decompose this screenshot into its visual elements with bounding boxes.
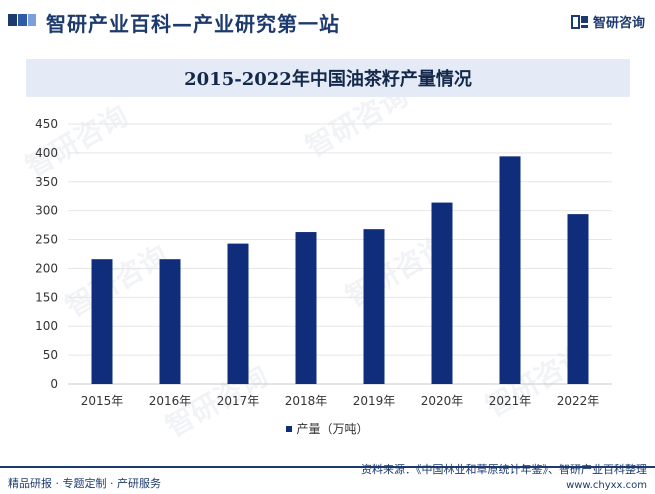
bar bbox=[363, 229, 385, 384]
x-tick-label: 2017年 bbox=[217, 394, 260, 408]
y-tick-label: 150 bbox=[35, 290, 58, 304]
brand-name: 智研咨询 bbox=[592, 16, 645, 31]
y-tick-label: 250 bbox=[35, 233, 58, 247]
y-tick-label: 200 bbox=[35, 261, 58, 275]
chart-title: 2015-2022年中国油茶籽产量情况 bbox=[184, 69, 472, 90]
bar bbox=[295, 232, 317, 384]
x-tick-label: 2018年 bbox=[285, 394, 328, 408]
bar bbox=[499, 156, 521, 384]
legend-swatch bbox=[286, 425, 293, 432]
chart-title-band: 2015-2022年中国油茶籽产量情况 bbox=[26, 59, 630, 97]
bar bbox=[567, 214, 589, 384]
x-tick-label: 2016年 bbox=[149, 394, 192, 408]
y-tick-label: 400 bbox=[35, 146, 58, 160]
x-tick-label: 2015年 bbox=[81, 394, 124, 408]
legend-label: 产量（万吨） bbox=[296, 422, 369, 436]
bar bbox=[159, 259, 181, 384]
x-tick-label: 2019年 bbox=[353, 394, 396, 408]
y-tick-label: 350 bbox=[35, 175, 58, 189]
y-tick-label: 50 bbox=[43, 348, 58, 362]
bar-chart: 0 50 100 150 200 250 300 350 400 450 2015年 2016年 201… bbox=[35, 117, 612, 408]
bar bbox=[431, 202, 453, 384]
footer-tagline: 精品研报 · 专题定制 · 产研服务 bbox=[8, 477, 161, 490]
site-title: 智研产业百科—产业研究第一站 bbox=[46, 12, 340, 36]
source-text: 资料来源：《中国林业和草原统计年鉴》、智研产业百科整理 bbox=[361, 463, 647, 476]
brand-logo-icon bbox=[570, 14, 588, 29]
x-tick-label: 2020年 bbox=[421, 394, 464, 408]
header: 智研产业百科—产业研究第一站 智研咨询 bbox=[0, 0, 655, 42]
y-tick-label: 300 bbox=[35, 204, 58, 218]
x-tick-label: 2022年 bbox=[557, 394, 600, 408]
legend: 产量（万吨） bbox=[0, 420, 655, 437]
footer-source: 资料来源：《中国林业和草原统计年鉴》、智研产业百科整理 www.chyxx.co… bbox=[361, 462, 647, 494]
logo-icon bbox=[8, 14, 36, 26]
bar bbox=[227, 243, 249, 384]
bar bbox=[91, 259, 113, 384]
footer-url: www.chyxx.com bbox=[566, 480, 647, 491]
x-tick-label: 2021年 bbox=[489, 394, 532, 408]
y-tick-label: 450 bbox=[35, 117, 58, 131]
y-tick-label: 100 bbox=[35, 319, 58, 333]
brand: 智研咨询 bbox=[570, 12, 645, 31]
footer-divider bbox=[0, 466, 655, 468]
y-tick-label: 0 bbox=[50, 377, 58, 391]
